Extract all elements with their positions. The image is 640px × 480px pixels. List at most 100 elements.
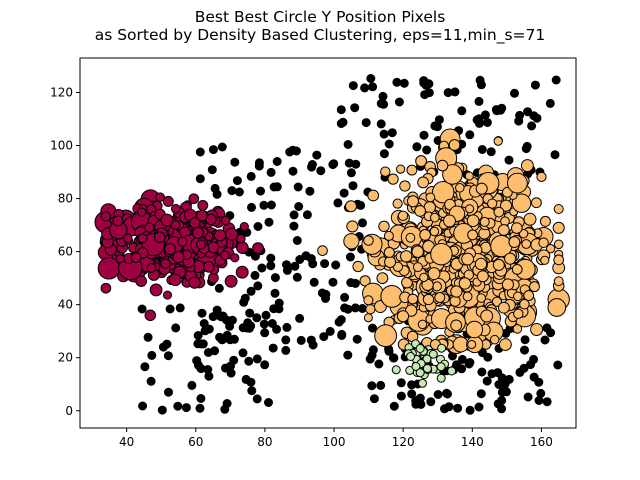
cluster-orange-point: [538, 237, 549, 248]
cluster-orange-point: [547, 298, 567, 317]
y-tick-label: 60: [58, 245, 73, 259]
noise-point: [510, 88, 519, 98]
cluster-orange-point: [553, 254, 565, 266]
noise-point: [256, 186, 265, 196]
noise-point: [254, 161, 264, 171]
noise-point: [143, 332, 153, 342]
noise-point: [292, 272, 302, 282]
y-axis: 0 20 40 60 80 100 120: [50, 85, 80, 418]
cluster-orange-point: [406, 195, 420, 208]
points-layer: [94, 74, 570, 415]
noise-point: [348, 81, 358, 91]
x-tick-label: 160: [530, 435, 553, 449]
noise-point: [396, 378, 406, 388]
noise-point: [226, 361, 235, 371]
cluster-red-point: [225, 227, 239, 241]
noise-point: [482, 376, 492, 386]
cluster-green-point: [447, 366, 457, 376]
cluster-red-point: [155, 192, 165, 203]
noise-point: [350, 278, 360, 288]
x-tick-label: 80: [257, 435, 272, 449]
noise-point: [480, 110, 490, 120]
cluster-green-point: [436, 373, 446, 383]
noise-point: [476, 389, 486, 399]
noise-point: [260, 328, 270, 338]
noise-point: [295, 313, 305, 323]
noise-point: [336, 119, 346, 128]
noise-point: [204, 324, 214, 334]
cluster-orange-point: [530, 197, 542, 209]
noise-point: [523, 107, 533, 117]
noise-point: [272, 182, 282, 192]
noise-point: [368, 323, 377, 333]
cluster-orange-point: [346, 220, 359, 233]
cluster-orange-point: [499, 338, 512, 351]
y-tick-label: 0: [65, 404, 73, 418]
cluster-orange-point: [474, 257, 488, 271]
x-tick-label: 140: [461, 435, 484, 449]
noise-point: [475, 75, 485, 85]
cluster-red-point: [168, 273, 182, 287]
cluster-orange-point: [513, 308, 524, 320]
noise-point: [266, 167, 276, 177]
cluster-orange-point: [465, 320, 484, 339]
noise-point: [389, 401, 399, 411]
noise-point: [452, 360, 462, 370]
cluster-red-point: [197, 199, 209, 211]
noise-point: [210, 183, 220, 193]
noise-point: [195, 147, 205, 157]
noise-point: [264, 217, 274, 227]
cluster-green-point: [411, 362, 421, 371]
cluster-red-point: [252, 242, 264, 254]
cluster-orange-point: [376, 272, 389, 285]
cluster-orange-point: [343, 233, 360, 250]
cluster-red-point: [160, 213, 174, 227]
noise-point: [376, 380, 386, 390]
cluster-red-point: [162, 195, 174, 207]
noise-point: [419, 76, 429, 86]
noise-point: [245, 308, 255, 318]
cluster-orange-point: [400, 250, 413, 263]
cluster-orange-point: [414, 205, 426, 217]
noise-point: [379, 129, 389, 139]
noise-point: [482, 118, 492, 127]
noise-point: [343, 140, 353, 149]
noise-point: [369, 394, 379, 404]
cluster-orange-point: [429, 212, 440, 223]
noise-point: [239, 297, 249, 307]
noise-point: [296, 335, 306, 345]
noise-point: [244, 356, 254, 366]
noise-point: [140, 362, 150, 372]
x-tick-label: 100: [323, 435, 346, 449]
cluster-orange-point: [419, 272, 429, 283]
y-tick-label: 40: [58, 298, 73, 312]
noise-point: [465, 130, 475, 140]
noise-point: [396, 391, 406, 401]
cluster-orange-point: [425, 192, 436, 203]
noise-point: [500, 379, 510, 389]
cluster-orange-point: [497, 301, 510, 314]
cluster-orange-point: [512, 291, 523, 302]
noise-point: [346, 168, 356, 178]
cluster-orange-point: [552, 221, 565, 234]
cluster-orange-point: [443, 214, 456, 228]
cluster-orange-point: [493, 136, 503, 146]
noise-point: [530, 80, 540, 90]
cluster-orange-point: [397, 210, 409, 222]
cluster-orange-point: [383, 230, 394, 241]
noise-point: [320, 259, 330, 269]
noise-point: [534, 396, 544, 405]
x-tick-label: 120: [392, 435, 415, 449]
noise-point: [171, 323, 181, 333]
noise-point: [486, 147, 496, 157]
y-tick-label: 120: [50, 85, 73, 99]
noise-point: [550, 150, 560, 160]
cluster-orange-point: [519, 299, 530, 310]
noise-point: [196, 394, 206, 403]
cluster-red-point: [100, 211, 111, 222]
cluster-orange-point: [493, 206, 505, 218]
cluster-orange-point: [427, 267, 441, 281]
noise-point: [195, 403, 205, 413]
cluster-orange-point: [412, 262, 423, 273]
